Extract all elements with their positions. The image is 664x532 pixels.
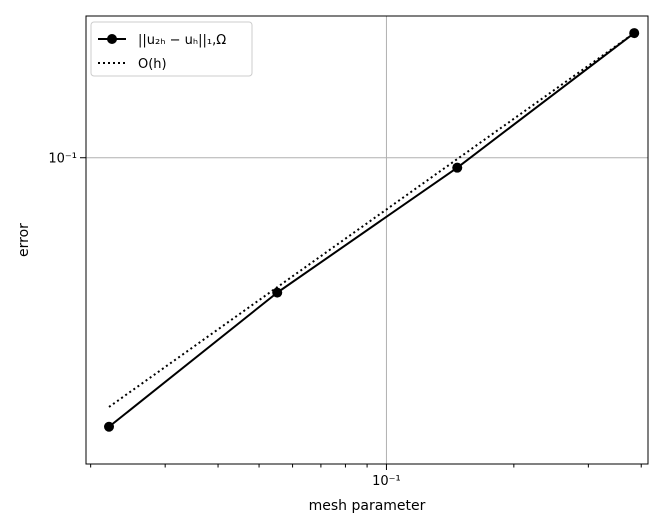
data-point bbox=[272, 287, 283, 298]
data-point bbox=[629, 28, 640, 39]
series-line-error bbox=[108, 32, 635, 428]
major-ticks: 10⁻¹ 10⁻¹ bbox=[48, 152, 400, 489]
grid-lines bbox=[86, 16, 648, 464]
legend-swatch-error-marker bbox=[107, 34, 117, 44]
y-tick-label: 10⁻¹ bbox=[48, 152, 77, 167]
x-tick-label: 10⁻¹ bbox=[372, 474, 401, 489]
series-line-order-h bbox=[108, 32, 635, 408]
x-axis-label: mesh parameter bbox=[309, 498, 426, 514]
plot-frame bbox=[85, 15, 649, 465]
legend-label-error: ||u₂ₕ − uₕ||₁,Ω bbox=[138, 33, 226, 48]
data-point bbox=[104, 421, 115, 432]
minor-ticks bbox=[90, 464, 642, 468]
legend: ||u₂ₕ − uₕ||₁,Ω O(h) bbox=[90, 21, 253, 77]
series-layer bbox=[104, 28, 640, 432]
legend-box bbox=[90, 21, 253, 77]
legend-label-order: O(h) bbox=[138, 57, 167, 72]
data-point bbox=[452, 162, 463, 173]
y-axis-label: error bbox=[16, 223, 32, 257]
